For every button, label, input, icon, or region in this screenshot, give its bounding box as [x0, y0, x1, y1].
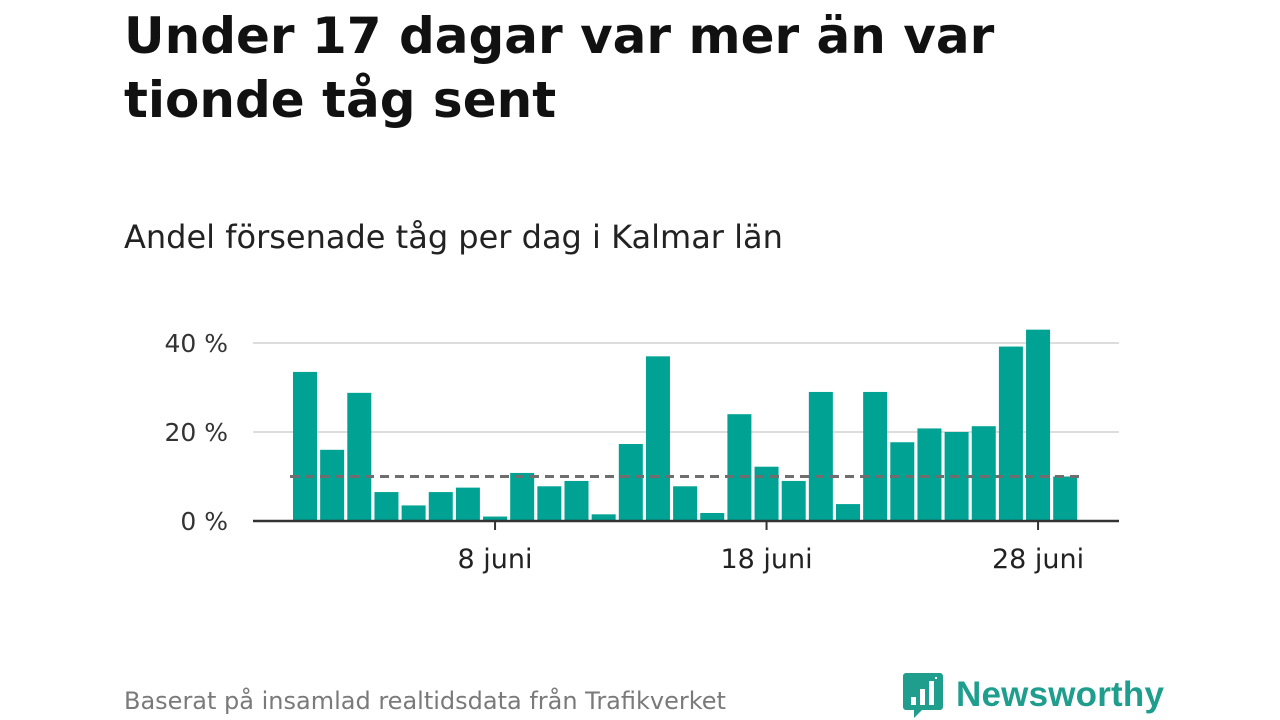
y-axis-ticks: 0 % 20 % 40 %: [164, 329, 228, 536]
chart-title: Under 17 dagar var mer än var tionde tåg…: [124, 7, 995, 129]
bar-27: [998, 346, 1023, 521]
bar-1: [293, 371, 317, 521]
bar-11: [564, 480, 589, 521]
bar-chart-logo-icon: [903, 673, 943, 718]
bar-20: [808, 391, 833, 521]
chart-subtitle: Andel försenade tåg per dag i Kalmar län: [124, 218, 783, 256]
bar-24: [917, 428, 942, 521]
y-tick-label-20: 20 %: [164, 418, 228, 447]
bar-7: [455, 487, 480, 521]
y-tick-label-40: 40 %: [164, 329, 228, 358]
bar-4: [374, 492, 399, 521]
bar-9: [510, 472, 535, 521]
bar-8: [483, 516, 508, 521]
bar-14: [645, 356, 670, 521]
bar-3: [347, 392, 372, 521]
brand-logo[interactable]: Newsworthy: [902, 670, 1164, 720]
bar-15: [673, 486, 698, 521]
x-tick-label-2: 18 juni: [720, 544, 812, 575]
x-tick-label-3: 28 juni: [992, 544, 1084, 575]
bar-12: [591, 514, 616, 521]
bar-2: [320, 449, 345, 521]
bars: [293, 329, 1078, 521]
bar-17: [727, 414, 752, 521]
bar-10: [537, 486, 562, 521]
bar-13: [618, 444, 643, 521]
bar-5: [401, 505, 426, 521]
source-note: Baserat på insamlad realtidsdata från Tr…: [124, 687, 726, 715]
y-tick-label-0: 0 %: [180, 507, 228, 536]
bar-21: [836, 504, 860, 521]
bar-22: [863, 391, 888, 521]
x-tick-label-1: 8 juni: [458, 544, 533, 575]
bar-18: [754, 466, 779, 521]
bar-23: [890, 442, 915, 521]
bar-6: [428, 492, 453, 521]
bar-28: [1026, 329, 1051, 521]
bar-29: [1053, 476, 1078, 521]
bar-19: [781, 480, 806, 521]
brand-name: Newsworthy: [956, 675, 1165, 714]
x-axis-ticks: 8 juni 18 juni 28 juni: [458, 521, 1084, 575]
gridlines: [253, 342, 1119, 433]
bar-16: [700, 512, 725, 521]
bar-26: [971, 426, 996, 521]
